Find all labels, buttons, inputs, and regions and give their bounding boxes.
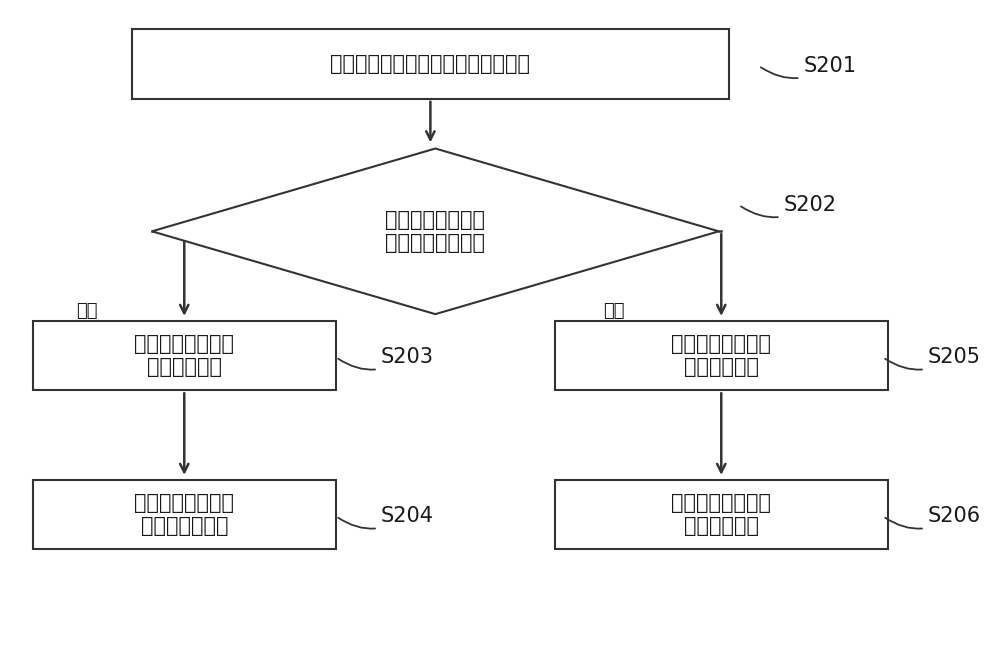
Text: 减少循环液流经冷
凝装置的比例: 减少循环液流经冷 凝装置的比例 [671, 334, 771, 377]
FancyBboxPatch shape [132, 29, 729, 99]
FancyBboxPatch shape [555, 321, 888, 390]
Text: 高于: 高于 [77, 302, 98, 320]
Text: 判断循环液的温度
与一设定值的关系: 判断循环液的温度 与一设定值的关系 [385, 210, 485, 253]
Text: 低于: 低于 [604, 302, 625, 320]
FancyBboxPatch shape [33, 321, 336, 390]
Text: S202: S202 [741, 195, 836, 217]
Text: S206: S206 [885, 506, 981, 528]
Text: 感测外部装置入口处的循环液的温度: 感测外部装置入口处的循环液的温度 [330, 54, 530, 74]
Text: S204: S204 [338, 506, 434, 528]
Text: S203: S203 [338, 347, 434, 369]
Text: S205: S205 [885, 347, 981, 369]
FancyBboxPatch shape [33, 480, 336, 549]
Polygon shape [152, 148, 719, 314]
Text: 致能加热装置以及
减小泵的功率: 致能加热装置以及 减小泵的功率 [671, 493, 771, 536]
FancyBboxPatch shape [555, 480, 888, 549]
Text: S201: S201 [761, 55, 856, 78]
Text: 增大循环液流经冷
凝装置的比例: 增大循环液流经冷 凝装置的比例 [134, 334, 234, 377]
Text: 非致能加热装置以
及增加泵的功率: 非致能加热装置以 及增加泵的功率 [134, 493, 234, 536]
